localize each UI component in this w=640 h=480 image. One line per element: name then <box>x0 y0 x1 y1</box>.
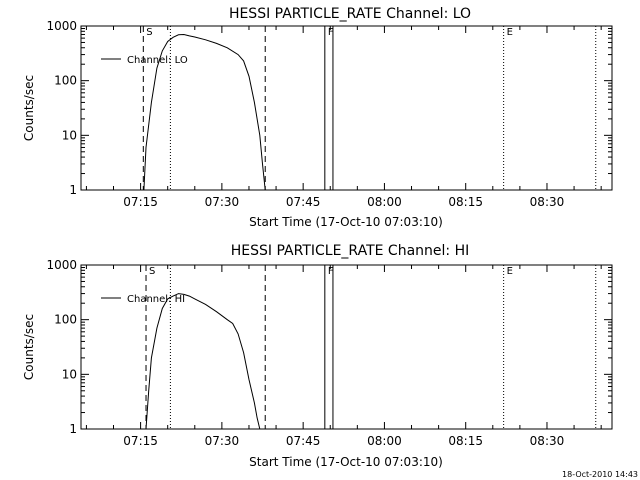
hi-channel-panel: HESSI PARTICLE_RATE Channel: HI Start Ti… <box>22 243 613 469</box>
y-axis-label-lo: Counts/sec <box>22 75 36 141</box>
x-axis-label-hi: Start Time (17-Oct-10 07:03:10) <box>249 455 443 469</box>
x-axis-label-lo: Start Time (17-Oct-10 07:03:10) <box>249 215 443 229</box>
y-tick-label: 1000 <box>46 19 77 33</box>
y-axis-label-hi: Counts/sec <box>22 314 36 380</box>
x-tick-label: 08:15 <box>448 195 483 209</box>
x-tick-label: 07:15 <box>123 434 158 448</box>
y-tick-label: 1 <box>69 183 77 197</box>
marker-label: E <box>507 266 513 277</box>
lo-channel-panel: HESSI PARTICLE_RATE Channel: LO Start Ti… <box>22 6 613 229</box>
x-tick-label: 07:45 <box>286 195 321 209</box>
x-tick-label: 08:15 <box>448 434 483 448</box>
chart-title-hi: HESSI PARTICLE_RATE Channel: HI <box>231 243 469 259</box>
plot-frame <box>80 25 613 191</box>
x-tick-label: 08:30 <box>530 195 565 209</box>
x-tick-label: 07:30 <box>205 195 240 209</box>
y-tick-label: 1 <box>69 422 77 436</box>
marker-label: F <box>328 27 334 38</box>
legend-label: Channel: LO <box>127 55 188 66</box>
x-tick-label: 07:30 <box>205 434 240 448</box>
legend-label: Channel: HI <box>127 294 185 305</box>
y-tick-label: 100 <box>54 74 77 88</box>
x-tick-label: 08:00 <box>367 434 402 448</box>
data-series-line <box>143 33 266 191</box>
generation-timestamp: 18-Oct-2010 14:43 <box>562 470 638 479</box>
marker-label: S <box>149 266 155 277</box>
x-tick-label: 07:45 <box>286 434 321 448</box>
marker-label: E <box>507 27 513 38</box>
y-tick-label: 1000 <box>46 258 77 272</box>
data-series-line <box>145 293 261 430</box>
marker-label: S <box>146 27 152 38</box>
y-tick-label: 10 <box>62 367 77 381</box>
marker-label: F <box>328 266 334 277</box>
chart-title-lo: HESSI PARTICLE_RATE Channel: LO <box>229 6 471 22</box>
x-tick-label: 08:30 <box>530 434 565 448</box>
y-tick-label: 100 <box>54 313 77 327</box>
y-tick-label: 10 <box>62 128 77 142</box>
x-tick-label: 08:00 <box>367 195 402 209</box>
x-tick-label: 07:15 <box>123 195 158 209</box>
plot-frame <box>80 264 613 430</box>
